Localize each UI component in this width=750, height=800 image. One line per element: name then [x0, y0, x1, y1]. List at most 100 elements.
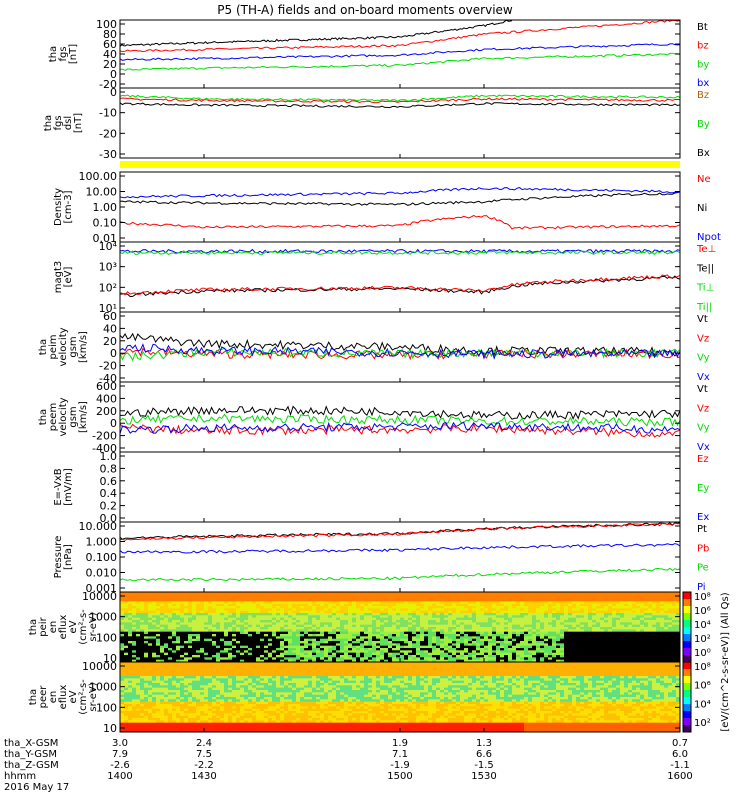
spectrogram-cell [392, 631, 397, 635]
spectrogram-cell [128, 657, 133, 661]
spectrogram-cell [200, 603, 205, 607]
spectrogram-cell [304, 627, 309, 630]
spectrogram-cell [608, 636, 613, 640]
spectrogram-cell [544, 636, 549, 640]
spectrogram-cell [368, 613, 373, 616]
spectrogram-cell [572, 655, 577, 658]
spectrogram-cell [548, 596, 553, 600]
spectrogram-cell [504, 652, 509, 656]
spectrogram-cell [264, 622, 269, 626]
spectrogram-cell [408, 624, 413, 628]
spectrogram-cell [636, 596, 641, 600]
spectrogram-cell [208, 606, 213, 609]
spectrogram-cell [600, 620, 605, 623]
spectrogram-cell [556, 608, 561, 612]
spectrogram-cell [148, 673, 153, 677]
spectrogram-cell [492, 650, 497, 654]
spectrogram-cell [444, 645, 449, 649]
spectrogram-cell [408, 645, 413, 649]
spectrogram-cell [560, 594, 565, 598]
series-fgs-bx [119, 43, 681, 61]
spectrogram-cell [616, 613, 621, 616]
spectrogram-cell [588, 606, 593, 609]
spectrogram-cell [328, 620, 333, 623]
spectrogram-cell [632, 620, 637, 623]
spectrogram-cell [160, 664, 165, 668]
spectrogram-cell [140, 701, 145, 705]
spectrogram-cell [524, 631, 529, 635]
spectrogram-cell [340, 592, 345, 595]
spectrogram-cell [164, 652, 169, 656]
spectrogram-cell [304, 636, 309, 640]
series-fgs-dsl-Bz [119, 97, 681, 104]
spectrogram-cell [320, 638, 325, 642]
spectrogram-cell [460, 638, 465, 642]
spectrogram-cell [300, 594, 305, 598]
spectrogram-cell [168, 638, 173, 642]
spectrogram-cell [656, 622, 661, 626]
spectrogram-cell [516, 629, 521, 633]
spectrogram-cell [280, 627, 285, 630]
spectrogram-cell [192, 634, 197, 637]
spectrogram-cell [152, 629, 157, 633]
spectrogram-cell [332, 615, 337, 619]
spectrogram-cell [528, 631, 533, 635]
spectrogram-cell [168, 615, 173, 619]
spectrogram-cell [160, 706, 165, 710]
spectrogram-cell [560, 634, 565, 637]
spectrogram-cell [240, 652, 245, 656]
spectrogram-cell [528, 652, 533, 656]
spectrogram-cell [616, 648, 621, 651]
spectrogram-cell [216, 606, 221, 609]
spectrogram-cell [604, 650, 609, 654]
spectrogram-cell [500, 636, 505, 640]
spectrogram-cell [232, 606, 237, 609]
spectrogram-cell [164, 676, 169, 679]
spectrogram-cell [504, 655, 509, 658]
spectrogram-cell [156, 599, 161, 602]
spectrogram-cell [320, 592, 325, 595]
spectrogram-cell [588, 613, 593, 616]
spectrogram-cell [140, 620, 145, 623]
spectrogram-cell [224, 631, 229, 635]
spectrogram-cell [172, 678, 177, 682]
spectrogram-cell [540, 645, 545, 649]
spectrogram-cell [384, 606, 389, 609]
spectrogram-cell [468, 657, 473, 661]
spectrogram-cell [508, 610, 513, 614]
spectrogram-cell [192, 659, 197, 663]
spectrogram-cell [488, 645, 493, 649]
spectrogram-cell [344, 603, 349, 607]
spectrogram-cell [164, 608, 169, 612]
spectrogram-cell [492, 627, 497, 630]
spectrogram-cell [528, 606, 533, 609]
spectrogram-cell [200, 606, 205, 609]
spectrogram-cell [360, 617, 365, 621]
spectrogram-cell [124, 711, 129, 714]
spectrogram-cell [532, 657, 537, 661]
spectrogram-cell [344, 617, 349, 621]
spectrogram-cell [156, 722, 161, 726]
spectrogram-cell [328, 606, 333, 609]
spectrogram-cell [324, 624, 329, 628]
spectrogram-cell [124, 624, 129, 628]
spectrogram-cell [656, 655, 661, 658]
spectrogram-cell [408, 622, 413, 626]
spectrogram-cell [644, 631, 649, 635]
spectrogram-cell [220, 627, 225, 630]
spectrogram-cell [524, 652, 529, 656]
spectrogram-cell [300, 648, 305, 651]
spectrogram-cell [204, 610, 209, 614]
spectrogram-cell [404, 634, 409, 637]
spectrogram-cell [580, 622, 585, 626]
spectrogram-cell [132, 715, 137, 719]
spectrogram-cell [268, 631, 273, 635]
spectrogram-cell [552, 631, 557, 635]
spectrogram-cell [212, 655, 217, 658]
spectrogram-cell [400, 648, 405, 651]
spectrogram-cell [168, 636, 173, 640]
spectrogram-cell [672, 603, 677, 607]
spectrogram-cell [196, 631, 201, 635]
spectrogram-cell [432, 650, 437, 654]
spectrogram-cell [552, 610, 557, 614]
